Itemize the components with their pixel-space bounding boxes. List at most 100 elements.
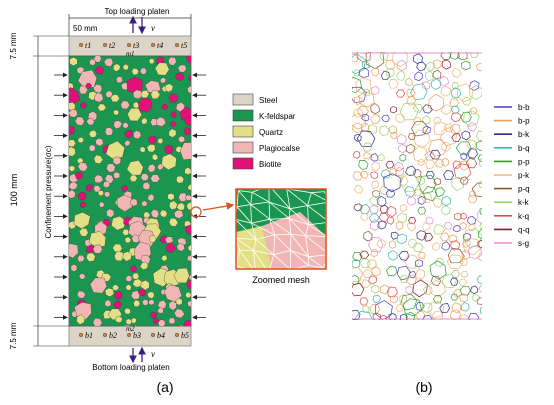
mesh-edge	[311, 192, 326, 201]
contact-loop	[421, 193, 433, 203]
mineral-grain	[146, 144, 156, 153]
mineral-grain	[130, 290, 141, 300]
platen-marker-label: t2	[109, 41, 115, 50]
contact-loop	[395, 89, 406, 98]
contact-loop	[368, 236, 384, 253]
mineral-grain	[163, 284, 183, 303]
contact-loop	[371, 161, 381, 172]
contact-loop	[460, 301, 470, 312]
mineral-grain	[185, 224, 191, 235]
contact-loop	[447, 247, 465, 264]
contact-loop	[405, 165, 417, 177]
mineral-grain	[112, 63, 121, 72]
mesh-edge	[238, 190, 251, 205]
contact-loop	[355, 77, 372, 95]
mineral-grain	[77, 191, 87, 201]
contact-loop	[417, 195, 426, 205]
contact-loop	[408, 217, 416, 225]
contact-loop	[441, 59, 451, 70]
mineral-grain	[76, 290, 86, 299]
contact-loop	[461, 130, 471, 141]
panel-a: t1 t2 t3 t4 t5 m1 b1 b2 b3 b4 b5 m2 Top loading pl…	[9, 7, 327, 395]
contact-loop	[412, 146, 429, 163]
contact-loop	[443, 123, 454, 132]
contact-loop	[425, 170, 435, 179]
contact-loop	[369, 303, 380, 314]
mineral-grain	[139, 67, 147, 75]
contact-loop	[422, 125, 431, 135]
mesh-edge	[288, 208, 291, 219]
contact-loop	[448, 234, 458, 244]
mesh-edge	[253, 250, 256, 269]
mineral-grain	[139, 261, 149, 270]
mineral-grain	[147, 163, 156, 173]
contact-loop	[353, 69, 361, 77]
mineral-grain	[94, 92, 104, 103]
mineral-grain	[114, 316, 123, 323]
contact-loop	[379, 125, 389, 137]
mineral-grain	[113, 300, 123, 309]
contact-loop	[430, 276, 442, 286]
contact-loop	[462, 238, 471, 248]
contact-loop	[398, 251, 410, 261]
mesh-edge	[307, 192, 312, 206]
mineral-grain	[159, 235, 168, 244]
mineral-grain	[94, 65, 104, 75]
mesh-edge	[236, 219, 252, 224]
top-markers: t1 t2 t3 t4 t5 m1	[78, 41, 187, 58]
zoom-pointer-arrow	[202, 202, 235, 211]
panel-b-label: (b)	[415, 379, 432, 395]
contact-loop	[450, 277, 459, 286]
contact-loop	[415, 310, 426, 320]
mineral-grain	[147, 135, 157, 145]
contact-loop	[387, 286, 398, 298]
mineral-grain	[168, 317, 176, 325]
mesh-edge	[308, 256, 324, 269]
mineral-grain	[106, 163, 116, 173]
platen-marker-label: b2	[109, 331, 117, 340]
contact-loop	[388, 168, 398, 177]
contact-loop	[467, 122, 477, 132]
mineral-grain	[120, 100, 130, 110]
contact-loop	[359, 250, 370, 259]
mineral-grain	[122, 229, 130, 236]
contact-loop	[459, 314, 470, 320]
contact-loop	[415, 302, 425, 311]
mineral-grain	[69, 146, 76, 157]
contact-loop	[395, 221, 404, 231]
contact-loop	[400, 293, 418, 311]
mesh-edge	[308, 265, 324, 269]
mineral-grain	[184, 167, 191, 175]
mineral-grain	[112, 156, 122, 166]
contact-loop	[370, 103, 381, 115]
contact-loop	[465, 158, 478, 169]
contact-loop	[478, 158, 482, 168]
mesh-edge	[236, 238, 240, 251]
contact-network	[352, 52, 482, 320]
mineral-grain	[178, 135, 185, 143]
contact-loop	[388, 313, 397, 320]
platen-marker-label: t3	[133, 41, 139, 50]
contact-loop	[352, 54, 360, 62]
mineral-grain	[76, 314, 86, 325]
mesh-edge	[274, 234, 291, 251]
mineral-grain	[131, 68, 140, 76]
contact-loop	[463, 110, 480, 127]
contact-loop	[352, 274, 360, 285]
contact-loop	[362, 142, 373, 152]
platen-marker-label: b5	[181, 331, 189, 340]
legend-label: Quartz	[259, 128, 283, 137]
contact-loop	[441, 196, 452, 206]
mineral-grain	[80, 201, 86, 208]
mesh-edge	[251, 222, 275, 236]
legend-label: b-k	[518, 130, 530, 139]
contact-loop	[459, 293, 469, 303]
mineral-grain	[176, 243, 185, 252]
mineral-grain	[93, 185, 101, 193]
mesh-edge	[236, 265, 247, 269]
platen-marker-label: t4	[157, 41, 163, 50]
mesh-edge	[289, 208, 309, 226]
contact-loop	[361, 60, 370, 70]
contact-loop	[396, 265, 411, 281]
